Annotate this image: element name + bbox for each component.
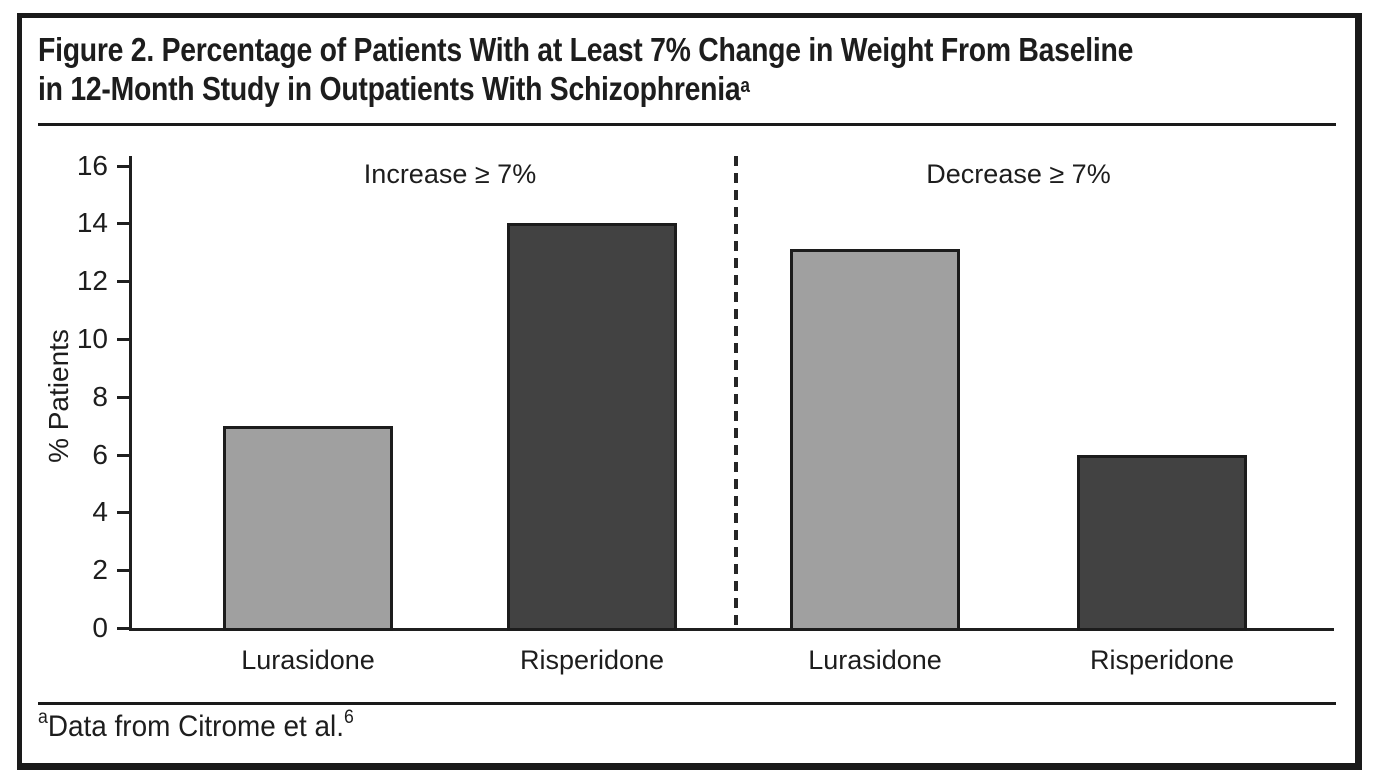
y-axis-line — [129, 156, 132, 631]
category-label: Risperidone — [519, 645, 665, 675]
y-tick-mark — [117, 396, 129, 399]
y-tick-mark — [117, 280, 129, 283]
section-label: Increase ≥ 7% — [363, 159, 537, 189]
category-label: Lurasidone — [241, 645, 375, 675]
y-tick-mark — [117, 454, 129, 457]
bar-risperidone — [1077, 455, 1247, 631]
category-label: Lurasidone — [808, 645, 942, 675]
y-tick-label: 16 — [76, 150, 108, 181]
figure-title: Figure 2. Percentage of Patients With at… — [38, 30, 1133, 108]
section-label: Decrease ≥ 7% — [926, 159, 1111, 189]
y-tick-mark — [117, 569, 129, 572]
footnote-divider-rule — [38, 702, 1336, 705]
footnote-text: Data from Citrome et al. — [47, 710, 344, 743]
x-axis-line — [129, 628, 1334, 631]
footnote-reference-number: 6 — [343, 707, 354, 728]
y-tick-label: 2 — [92, 554, 108, 585]
y-tick-label: 14 — [76, 207, 108, 238]
y-tick-label: 4 — [92, 496, 108, 527]
bar-lurasidone — [223, 426, 393, 631]
y-tick-label: 10 — [76, 323, 108, 354]
y-tick-label: 8 — [92, 381, 108, 412]
y-tick-mark — [117, 511, 129, 514]
title-divider-rule — [38, 123, 1336, 126]
title-superscript: a — [740, 75, 750, 97]
y-tick-mark — [117, 165, 129, 168]
y-tick-label: 12 — [76, 265, 108, 296]
bar-lurasidone — [790, 249, 960, 631]
y-tick-mark — [117, 338, 129, 341]
y-tick-label: 6 — [92, 439, 108, 470]
footnote-superscript: a — [38, 707, 48, 728]
section-divider-dashed-line — [734, 156, 738, 628]
figure-border-frame — [17, 13, 1362, 770]
y-tick-label: 0 — [92, 612, 108, 643]
title-line-1: Figure 2. Percentage of Patients With at… — [38, 31, 1134, 68]
bar-risperidone — [507, 223, 677, 631]
category-label: Risperidone — [1089, 645, 1235, 675]
footnote: aData from Citrome et al.6 — [38, 707, 354, 744]
y-tick-mark — [117, 627, 129, 630]
title-line-2: in 12-Month Study in Outpatients With Sc… — [38, 70, 741, 107]
y-tick-mark — [117, 222, 129, 225]
